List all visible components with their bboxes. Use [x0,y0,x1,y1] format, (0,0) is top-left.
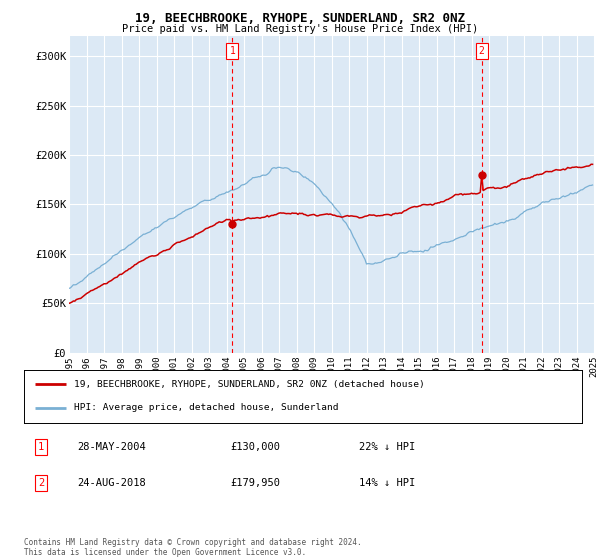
Text: 14% ↓ HPI: 14% ↓ HPI [359,478,415,488]
Text: 28-MAY-2004: 28-MAY-2004 [77,442,146,452]
Text: £179,950: £179,950 [230,478,280,488]
Text: 19, BEECHBROOKE, RYHOPE, SUNDERLAND, SR2 0NZ (detached house): 19, BEECHBROOKE, RYHOPE, SUNDERLAND, SR2… [74,380,425,389]
Text: 2: 2 [479,46,485,56]
Text: 22% ↓ HPI: 22% ↓ HPI [359,442,415,452]
Text: 1: 1 [38,442,44,452]
Text: Price paid vs. HM Land Registry's House Price Index (HPI): Price paid vs. HM Land Registry's House … [122,24,478,34]
Text: 24-AUG-2018: 24-AUG-2018 [77,478,146,488]
Text: HPI: Average price, detached house, Sunderland: HPI: Average price, detached house, Sund… [74,403,339,412]
Text: £130,000: £130,000 [230,442,280,452]
Text: Contains HM Land Registry data © Crown copyright and database right 2024.
This d: Contains HM Land Registry data © Crown c… [24,538,362,557]
Text: 2: 2 [38,478,44,488]
Text: 19, BEECHBROOKE, RYHOPE, SUNDERLAND, SR2 0NZ: 19, BEECHBROOKE, RYHOPE, SUNDERLAND, SR2… [135,12,465,25]
Text: 1: 1 [229,46,235,56]
